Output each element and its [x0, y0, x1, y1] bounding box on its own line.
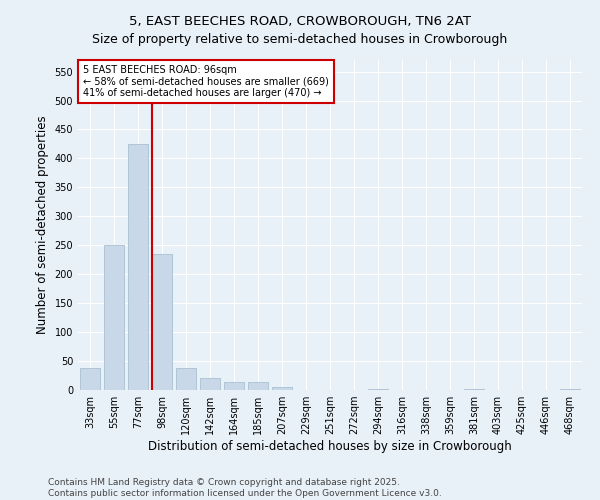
Bar [152, 254, 172, 390]
Bar [248, 382, 268, 390]
Text: 5 EAST BEECHES ROAD: 96sqm
← 58% of semi-detached houses are smaller (669)
41% o: 5 EAST BEECHES ROAD: 96sqm ← 58% of semi… [83, 65, 329, 98]
Bar [104, 244, 124, 390]
Bar [200, 378, 220, 390]
Text: 5, EAST BEECHES ROAD, CROWBOROUGH, TN6 2AT: 5, EAST BEECHES ROAD, CROWBOROUGH, TN6 2… [129, 15, 471, 28]
Bar [176, 368, 196, 390]
Bar [128, 144, 148, 390]
Bar [272, 387, 292, 390]
Text: Size of property relative to semi-detached houses in Crowborough: Size of property relative to semi-detach… [92, 32, 508, 46]
Bar [224, 382, 244, 390]
Y-axis label: Number of semi-detached properties: Number of semi-detached properties [36, 116, 49, 334]
X-axis label: Distribution of semi-detached houses by size in Crowborough: Distribution of semi-detached houses by … [148, 440, 512, 453]
Text: Contains HM Land Registry data © Crown copyright and database right 2025.
Contai: Contains HM Land Registry data © Crown c… [48, 478, 442, 498]
Bar [80, 368, 100, 390]
